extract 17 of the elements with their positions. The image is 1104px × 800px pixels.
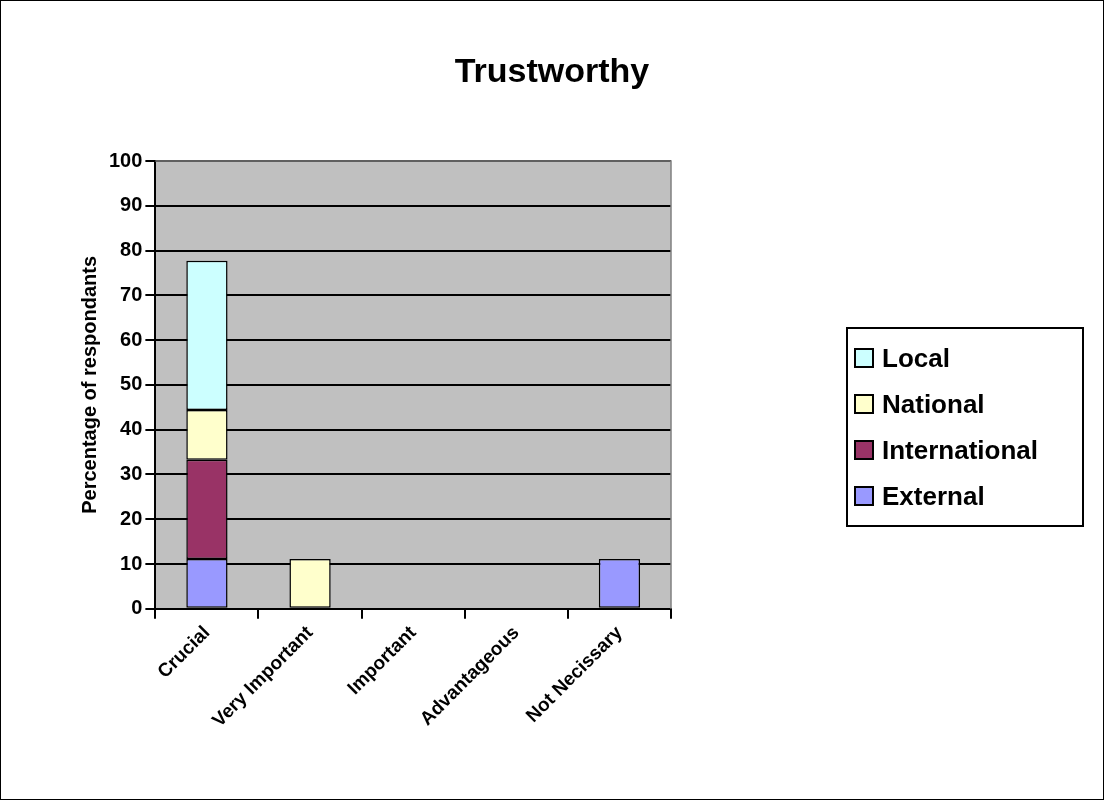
legend-label: International — [882, 434, 1039, 466]
y-tick-label: 100 — [108, 148, 143, 171]
chart-title: Trustworthy — [453, 51, 651, 90]
y-tick-label: 50 — [120, 372, 143, 395]
y-tick-label: 60 — [120, 327, 143, 350]
y-tick-label: 80 — [120, 238, 143, 261]
legend-label: National — [882, 388, 985, 420]
y-tick-label: 0 — [131, 596, 143, 619]
y-tick-label: 40 — [120, 417, 143, 440]
y-tick-label: 20 — [120, 506, 143, 529]
y-axis-title: Percentage of respondants — [77, 255, 100, 514]
y-tick-label: 70 — [120, 282, 143, 305]
legend-label: External — [882, 480, 985, 512]
legend-label: Local — [882, 342, 950, 374]
y-tick-label: 90 — [120, 193, 143, 216]
y-tick-label: 10 — [120, 551, 143, 574]
y-tick-label: 30 — [120, 461, 143, 484]
